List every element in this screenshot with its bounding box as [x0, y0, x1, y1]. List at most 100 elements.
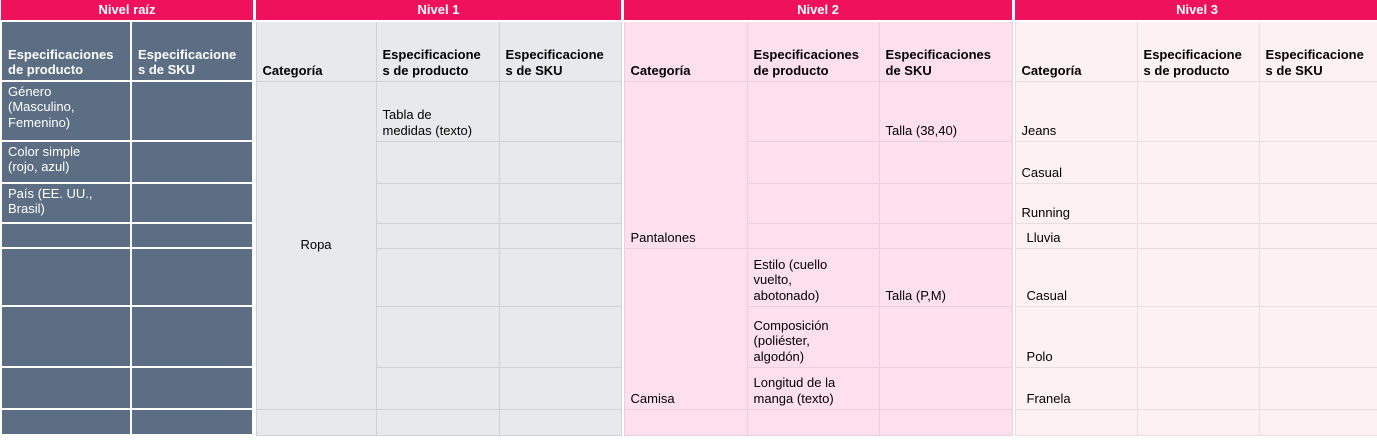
- group-gap: [1012, 409, 1016, 436]
- cell-n2-producto-longitud: Longitud de la manga (texto): [746, 366, 880, 410]
- cell-text: Tabla de medidas (texto): [382, 107, 473, 138]
- cell-n3-categoria-jeans: Jeans: [1014, 80, 1138, 142]
- empty-cell: [1136, 80, 1260, 142]
- cell-n2-sku-talla-p-m: Talla (P,M): [878, 247, 1013, 307]
- cell-text: País (EE. UU., Brasil): [8, 186, 93, 217]
- empty-cell: [623, 408, 748, 436]
- group-gap: [253, 306, 256, 368]
- header-n2-sku: Especificaciones de SKU: [878, 20, 1013, 82]
- group-gap: [1012, 306, 1016, 368]
- empty-cell: [498, 408, 622, 436]
- group-gap: [253, 248, 256, 307]
- table-row: Color simple (rojo, azul) Casual: [0, 140, 1377, 185]
- empty-cell: [375, 182, 500, 224]
- empty-cell: [130, 247, 254, 308]
- empty-cell: [498, 182, 622, 224]
- empty-cell: [375, 366, 500, 410]
- group-gap: [621, 248, 625, 307]
- cell-n1-categoria-ropa: Ropa: [255, 80, 377, 410]
- header-root-producto: Especificaciones de producto: [0, 20, 132, 83]
- empty-cell: [878, 140, 1013, 184]
- band-nivel-1: Nivel 1: [256, 0, 622, 23]
- group-gap: [1012, 367, 1016, 410]
- empty-cell: [1136, 140, 1260, 184]
- empty-cell: [130, 408, 254, 437]
- empty-cell: [130, 366, 254, 411]
- header-n2-producto: Especificaciones de producto: [746, 20, 880, 82]
- empty-cell: [0, 247, 132, 308]
- empty-cell: [498, 80, 622, 142]
- cell-root-producto-pais: País (EE. UU., Brasil): [0, 182, 132, 225]
- group-gap: [621, 81, 625, 142]
- empty-cell: [746, 182, 880, 224]
- cell-n2-producto-estilo: Estilo (cuello vuelto, abotonado): [746, 247, 880, 307]
- empty-cell: [375, 305, 500, 368]
- table-row: Camisa Estilo (cuello vuelto, abotonado)…: [0, 247, 1377, 410]
- empty-cell: [746, 80, 880, 142]
- empty-cell: [375, 140, 500, 184]
- group-gap: [253, 409, 256, 436]
- group-gap: [621, 183, 625, 224]
- band-nivel-3: Nivel 3: [1015, 0, 1377, 23]
- cell-n3-categoria-running: Running: [1014, 182, 1138, 224]
- table-row: Lluvia: [0, 222, 1377, 250]
- header-n2-categoria: Categoría: [623, 20, 748, 82]
- cell-n3-categoria-franela: Franela: [1014, 366, 1138, 410]
- empty-cell: [1258, 140, 1377, 184]
- empty-cell: [375, 408, 500, 436]
- empty-cell: [498, 222, 622, 249]
- empty-cell: [130, 140, 254, 185]
- empty-cell: [878, 305, 1013, 368]
- empty-cell: [1258, 182, 1377, 224]
- group-gap: [1012, 141, 1016, 184]
- table-row: Género (Masculino, Femenino) Ropa Tabla …: [0, 80, 1377, 410]
- group-gap: [253, 183, 256, 224]
- header-n1-producto: Especificaciones de producto: [375, 20, 500, 82]
- empty-cell: [1258, 247, 1377, 307]
- table-row: Longitud de la manga (texto) Franela: [0, 366, 1377, 411]
- group-gap: [253, 81, 256, 142]
- empty-cell: [1136, 408, 1260, 436]
- empty-cell: [375, 247, 500, 307]
- empty-cell: [878, 222, 1013, 249]
- empty-cell: [1258, 366, 1377, 410]
- group-gap: [253, 141, 256, 184]
- empty-cell: [130, 182, 254, 225]
- header-n3-sku: Especificaciones de SKU: [1258, 20, 1377, 82]
- category-hierarchy-table: Nivel raíz Nivel 1 Nivel 2 Nivel 3 Espec…: [0, 0, 1377, 437]
- cell-text: Género (Masculino, Femenino): [8, 84, 75, 130]
- empty-cell: [1136, 247, 1260, 307]
- cell-n2-categoria-camisa: Camisa: [623, 247, 748, 410]
- empty-cell: [498, 140, 622, 184]
- group-gap: [253, 367, 256, 410]
- group-gap: [253, 21, 256, 82]
- empty-cell: [746, 222, 880, 249]
- empty-cell: [878, 408, 1013, 436]
- empty-cell: [1258, 222, 1377, 249]
- empty-cell: [1258, 80, 1377, 142]
- empty-cell: [130, 222, 254, 250]
- table-row: [0, 408, 1377, 437]
- empty-cell: [498, 366, 622, 410]
- empty-cell: [878, 182, 1013, 224]
- group-gap: [621, 409, 625, 436]
- header-n1-categoria: Categoría: [255, 20, 377, 82]
- group-gap: [1012, 81, 1016, 142]
- empty-cell: [0, 222, 132, 250]
- empty-cell: [130, 305, 254, 369]
- cell-n2-categoria-pantalones: Pantalones: [623, 80, 748, 249]
- group-gap: [621, 367, 625, 410]
- cell-n3-categoria-casual: Casual: [1014, 140, 1138, 184]
- empty-cell: [746, 408, 880, 436]
- header-n3-producto: Especificaciones de producto: [1136, 20, 1260, 82]
- cell-text: Color simple (rojo, azul): [8, 144, 81, 175]
- cell-n3-categoria-lluvia: Lluvia: [1014, 222, 1138, 249]
- empty-cell: [1136, 182, 1260, 224]
- group-gap: [1012, 183, 1016, 224]
- cell-text: Longitud de la manga (texto): [753, 375, 836, 406]
- group-gap: [621, 223, 625, 249]
- group-gap: [253, 0, 256, 22]
- empty-cell: [498, 247, 622, 307]
- cell-n3-categoria-polo: Polo: [1014, 305, 1138, 368]
- group-gap: [1012, 0, 1016, 22]
